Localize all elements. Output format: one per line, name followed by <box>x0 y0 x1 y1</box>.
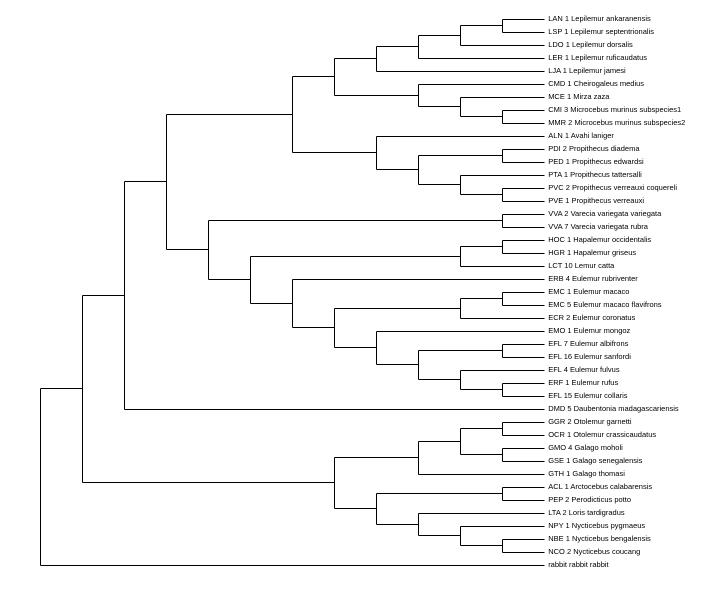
svg-text:ECR 2 Eulemur coronatus: ECR 2 Eulemur coronatus <box>548 313 635 322</box>
svg-text:GGR 2 Otolemur garnetti: GGR 2 Otolemur garnetti <box>548 417 632 426</box>
svg-text:LAN 1 Lepilemur ankaranensis: LAN 1 Lepilemur ankaranensis <box>548 14 651 23</box>
svg-text:EMC 5 Eulemur macaco flavifron: EMC 5 Eulemur macaco flavifrons <box>548 300 662 309</box>
svg-text:VVA 2 Varecia variegata varieg: VVA 2 Varecia variegata variegata <box>548 209 662 218</box>
svg-text:LSP 1 Lepilemur septentrionali: LSP 1 Lepilemur septentrionalis <box>548 27 654 36</box>
svg-text:EFL 7 Eulemur albifrons: EFL 7 Eulemur albifrons <box>548 339 628 348</box>
svg-text:LTA 2 Loris tardigradus: LTA 2 Loris tardigradus <box>548 508 625 517</box>
svg-text:EFL 15 Eulemur collaris: EFL 15 Eulemur collaris <box>548 391 628 400</box>
svg-text:LER 1 Lepilemur ruficaudatus: LER 1 Lepilemur ruficaudatus <box>548 53 647 62</box>
svg-text:PEP 2 Perodicticus potto: PEP 2 Perodicticus potto <box>548 495 631 504</box>
svg-text:rabbit rabbit rabbit: rabbit rabbit rabbit <box>548 560 609 569</box>
svg-text:MMR 2 Microcebus murinus subsp: MMR 2 Microcebus murinus subspecies2 <box>548 118 685 127</box>
svg-text:PED 1 Propithecus edwardsi: PED 1 Propithecus edwardsi <box>548 157 644 166</box>
svg-text:EMO 1 Eulemur mongoz: EMO 1 Eulemur mongoz <box>548 326 630 335</box>
svg-text:EMC 1 Eulemur macaco: EMC 1 Eulemur macaco <box>548 287 629 296</box>
svg-text:CMI 3 Microcebus murinus subsp: CMI 3 Microcebus murinus subspecies1 <box>548 105 681 114</box>
svg-text:NBE 1 Nycticebus bengalensis: NBE 1 Nycticebus bengalensis <box>548 534 651 543</box>
svg-text:GSE 1 Galago senegalensis: GSE 1 Galago senegalensis <box>548 456 642 465</box>
svg-text:CMD 1 Cheirogaleus medius: CMD 1 Cheirogaleus medius <box>548 79 644 88</box>
svg-text:NPY 1 Nycticebus pygmaeus: NPY 1 Nycticebus pygmaeus <box>548 521 645 530</box>
svg-text:NCO 2 Nycticebus coucang: NCO 2 Nycticebus coucang <box>548 547 640 556</box>
svg-text:GMO 4 Galago moholi: GMO 4 Galago moholi <box>548 443 623 452</box>
svg-text:LDO 1 Lepilemur dorsalis: LDO 1 Lepilemur dorsalis <box>548 40 633 49</box>
svg-text:LJA 1 Lepilemur jamesi: LJA 1 Lepilemur jamesi <box>548 66 626 75</box>
svg-text:EFL 4 Eulemur fulvus: EFL 4 Eulemur fulvus <box>548 365 620 374</box>
svg-text:GTH 1 Galago thomasi: GTH 1 Galago thomasi <box>548 469 625 478</box>
svg-text:MCE 1 Mirza zaza: MCE 1 Mirza zaza <box>548 92 610 101</box>
svg-text:VVA 7 Varecia variegata rubra: VVA 7 Varecia variegata rubra <box>548 222 649 231</box>
svg-text:DMD 5 Daubentonia madagascarie: DMD 5 Daubentonia madagascariensis <box>548 404 679 413</box>
svg-text:PVE 1 Propithecus verreauxi: PVE 1 Propithecus verreauxi <box>548 196 644 205</box>
svg-text:OCR 1 Otolemur crassicaudatus: OCR 1 Otolemur crassicaudatus <box>548 430 656 439</box>
svg-text:PDI 2 Propithecus diadema: PDI 2 Propithecus diadema <box>548 144 640 153</box>
svg-text:ERF 1 Eulemur rufus: ERF 1 Eulemur rufus <box>548 378 618 387</box>
svg-text:ACL 1 Arctocebus calabarensis: ACL 1 Arctocebus calabarensis <box>548 482 652 491</box>
svg-text:ALN 1 Avahi laniger: ALN 1 Avahi laniger <box>548 131 614 140</box>
svg-text:ERB 4 Eulemur rubriventer: ERB 4 Eulemur rubriventer <box>548 274 638 283</box>
svg-text:PTA 1 Propithecus tattersalli: PTA 1 Propithecus tattersalli <box>548 170 642 179</box>
svg-text:HOC 1 Hapalemur occidentalis: HOC 1 Hapalemur occidentalis <box>548 235 651 244</box>
svg-text:PVC 2 Propithecus verreauxi co: PVC 2 Propithecus verreauxi coquereli <box>548 183 677 192</box>
svg-text:LCT 10 Lemur catta: LCT 10 Lemur catta <box>548 261 615 270</box>
svg-text:HGR 1 Hapalemur griseus: HGR 1 Hapalemur griseus <box>548 248 636 257</box>
svg-text:EFL 16 Eulemur sanfordi: EFL 16 Eulemur sanfordi <box>548 352 631 361</box>
